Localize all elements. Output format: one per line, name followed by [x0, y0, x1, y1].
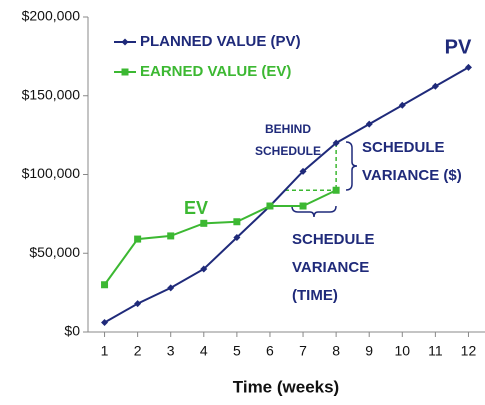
- annotation: SCHEDULE: [292, 231, 375, 248]
- data-point: [200, 265, 208, 273]
- data-point: [101, 319, 109, 327]
- x-tick-label: 12: [461, 343, 477, 359]
- data-point: [398, 101, 406, 109]
- data-point: [431, 82, 439, 90]
- x-tick-label: 1: [101, 343, 109, 359]
- legend-marker: [121, 38, 129, 46]
- x-tick-label: 6: [266, 343, 274, 359]
- x-tick-label: 11: [428, 343, 443, 359]
- annotation: PV: [445, 36, 472, 58]
- x-tick-label: 3: [167, 343, 175, 359]
- data-point: [134, 235, 142, 243]
- x-axis-title: Time (weeks): [233, 377, 339, 396]
- data-point: [266, 202, 274, 210]
- x-tick-label: 8: [332, 343, 340, 359]
- legend-marker: [121, 68, 129, 76]
- data-point: [365, 120, 373, 128]
- data-point: [101, 281, 109, 289]
- data-point: [167, 232, 175, 240]
- data-point: [233, 234, 241, 241]
- data-point: [332, 139, 340, 147]
- x-tick-label: 10: [395, 343, 411, 359]
- legend-label: EARNED VALUE (EV): [140, 63, 291, 80]
- data-point: [134, 300, 142, 308]
- annotation: VARIANCE ($): [362, 167, 462, 184]
- y-tick-label: $0: [64, 323, 80, 339]
- data-point: [200, 219, 208, 227]
- annotation: SCHEDULE: [362, 139, 445, 156]
- annotation: EV: [184, 198, 208, 218]
- data-point: [167, 284, 175, 292]
- series-line: [104, 66, 469, 324]
- legend-label: PLANNED VALUE (PV): [140, 33, 301, 50]
- annotation: BEHIND: [265, 122, 311, 136]
- series-line: [103, 189, 337, 286]
- x-tick-label: 7: [299, 343, 307, 359]
- data-point: [299, 202, 307, 210]
- variance-brace: [345, 141, 358, 191]
- y-tick-label: $100,000: [22, 165, 81, 181]
- data-point: [464, 63, 472, 71]
- x-tick-label: 4: [200, 343, 208, 359]
- time-brace: [291, 205, 337, 218]
- data-point: [332, 186, 340, 194]
- x-tick-label: 2: [134, 343, 142, 359]
- data-point: [233, 218, 241, 226]
- annotation: SCHEDULE: [255, 144, 321, 158]
- y-tick-label: $50,000: [29, 244, 80, 260]
- data-point: [299, 167, 307, 175]
- x-tick-label: 5: [233, 343, 241, 359]
- annotation: (TIME): [292, 287, 338, 304]
- y-tick-label: $200,000: [22, 8, 81, 24]
- y-tick-label: $150,000: [22, 86, 81, 102]
- x-tick-label: 9: [365, 343, 373, 359]
- annotation: VARIANCE: [292, 259, 369, 276]
